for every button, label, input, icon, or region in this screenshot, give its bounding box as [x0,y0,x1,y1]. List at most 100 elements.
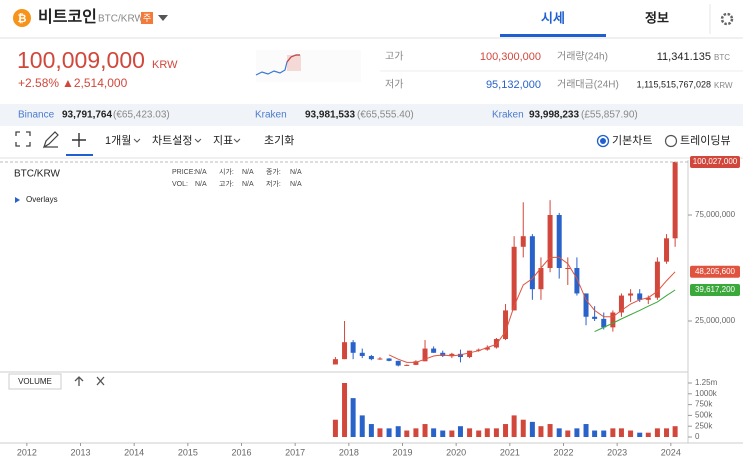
field-label: PRICE: [172,169,195,176]
exchange-name: Kraken [255,110,287,121]
exchange-bar [0,104,743,126]
volume-label: VOLUME [18,377,52,386]
price-badge [690,265,740,278]
ma-line [594,289,676,333]
price-badge-label: 48,205,600 [695,267,736,276]
mode[interactable]: 트레이딩뷰 [680,134,731,147]
sparkline-up [286,54,300,63]
field-label: 시가: [219,167,234,176]
volume-bar [342,383,348,437]
stat-label: 거래량(24h) [557,51,608,63]
candle-body [332,359,338,365]
candle-body [529,236,535,290]
volume-bar [556,428,562,437]
badge: 주 [143,13,151,23]
candle-body [368,355,374,360]
candle-body [350,342,356,353]
volume-bar [538,426,544,437]
field-value: N/A [195,169,207,176]
x-tick-label: 2014 [124,447,144,457]
volume-bar [493,428,499,437]
stat-unit: KRW [714,81,733,90]
volume-bar [583,424,589,437]
chart-settings[interactable]: 차트설정 [152,134,192,147]
draw-icon[interactable] [42,131,59,149]
field-label: 저가: [266,179,281,188]
stat-label: 거래대금(24H) [557,79,619,91]
radio[interactable] [596,134,610,148]
fullscreen-icon[interactable] [15,131,31,147]
volume-bar [476,430,482,437]
candle-body [538,268,544,290]
exchange-name: Kraken [492,110,524,121]
candle-body [431,348,437,353]
field-value: N/A [242,181,254,188]
symbol: BTC/KRW [14,169,60,180]
candle-body [618,295,624,313]
exchange-price: 93,998,233 [529,110,579,121]
candle-body [503,310,509,340]
volume-bar [359,415,365,437]
tab[interactable]: 시세 [541,10,565,25]
dropdown[interactable] [158,15,168,21]
candle-body [645,297,651,300]
candle-body [484,347,490,350]
x-tick-label: 2020 [446,447,466,457]
coin-symbol: ₿ [18,13,27,25]
v-tick-label: 1.25m [695,378,718,387]
change-pct: +2.58% [18,76,59,90]
candle-body [637,293,643,300]
volume-bar [654,428,660,437]
volume-bar [440,430,446,437]
volume-bar [529,421,535,437]
volume-bar [449,430,455,437]
settings-icon[interactable] [720,12,734,26]
exchange-foreign: (€65,555.40) [357,110,414,121]
volume-bar [404,430,410,437]
radio-dot [600,138,606,144]
exchange-name: Binance [18,110,55,121]
candle-body [610,312,616,328]
candle-body [413,361,419,365]
volume-bar [413,428,419,437]
v-tick-label: 0 [695,432,700,441]
candle-body [359,352,365,356]
ma-line [388,256,676,363]
price-badge [690,155,740,168]
volume-bar [672,426,678,437]
volume-bar [350,398,356,437]
pane-controls[interactable] [74,376,105,386]
volume-bar [511,415,517,437]
stat-value: 100,300,000 [480,51,541,63]
overlays[interactable]: Overlays [26,195,58,204]
x-tick-label: 2022 [553,447,573,457]
volume-bar [395,426,401,437]
candle-body [556,215,562,268]
tab-underline [500,34,606,37]
mode[interactable]: 기본차트 [612,134,652,147]
price-badge [690,284,740,297]
exchange-foreign: (€65,423.03) [113,110,170,121]
volume-bar [457,426,463,437]
candle-body [583,293,589,317]
volume-bar [628,430,634,437]
candle-body [440,352,446,356]
candle-body [377,358,383,360]
tab[interactable]: 정보 [645,10,669,25]
candle-body [664,238,670,262]
stat-value: 11,341.135 [657,51,711,63]
volume-bar [618,428,624,437]
reset[interactable]: 초기화 [264,134,294,147]
stat-value: 1,115,515,767,028 [637,79,711,89]
volume-bar [547,424,553,437]
badge-bg [141,12,153,24]
pair: BTC/KRW [98,14,144,25]
crosshair-icon[interactable] [72,133,86,147]
field-label: VOL: [172,181,188,188]
period[interactable]: 1개월 [105,134,131,147]
radio[interactable] [664,134,678,148]
overlay-caret[interactable] [15,197,20,203]
x-tick-label: 2012 [17,447,37,457]
indicator[interactable]: 지표 [213,134,233,147]
price-badge-label: 100,027,000 [693,157,738,166]
